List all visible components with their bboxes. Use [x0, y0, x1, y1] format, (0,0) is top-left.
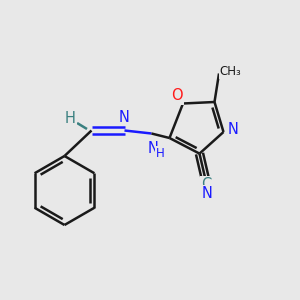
Text: N: N	[148, 141, 158, 156]
Text: N: N	[228, 122, 238, 137]
Text: N: N	[119, 110, 130, 124]
Text: O: O	[171, 88, 183, 104]
Text: H: H	[65, 111, 76, 126]
Text: CH₃: CH₃	[220, 64, 241, 78]
Text: H: H	[155, 147, 164, 161]
Text: N: N	[201, 186, 212, 201]
Text: C: C	[201, 177, 211, 192]
